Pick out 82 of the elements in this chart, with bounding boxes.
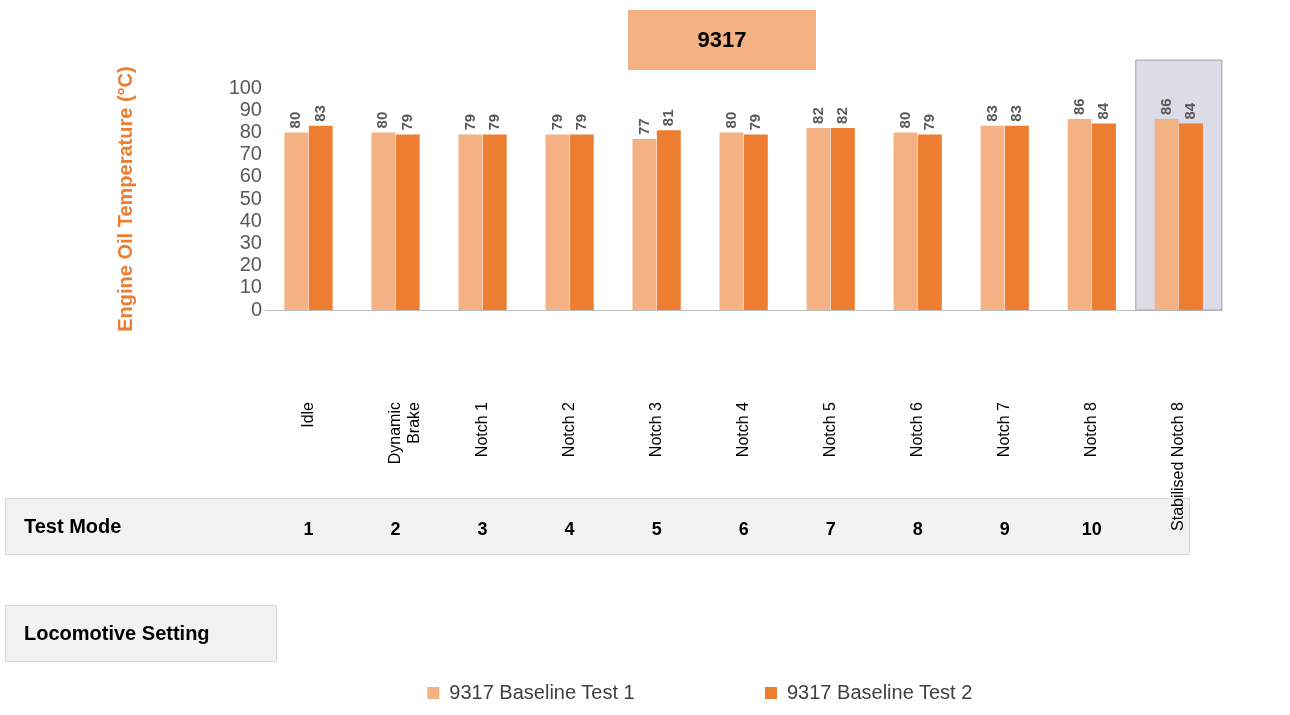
data-label: 86 [1069,98,1087,116]
data-label: 79 [571,113,589,131]
bar [980,125,1005,310]
data-label: 80 [721,111,739,129]
data-label: 81 [658,109,676,127]
data-label: 84 [1181,102,1199,120]
data-label: 79 [484,113,502,131]
text: 2 [390,518,401,539]
data-label: 86 [1156,98,1174,116]
x-tick-label: Notch 6 [908,401,926,458]
x-tick-label: Dynamic Brake [385,401,423,465]
data-label: 79 [547,113,565,131]
x-tick-label: Notch 3 [647,401,665,458]
y-tick-label: 100 [228,75,262,98]
x-tick-label: Notch 4 [734,401,752,458]
data-label: 82 [808,107,826,124]
y-tick-label: 0 [250,297,262,320]
text: 10 [1081,518,1102,539]
data-label: 79 [460,113,478,131]
text: 4 [564,518,575,539]
y-tick-label: 80 [239,119,262,142]
legend-label: 9317 Baseline Test 2 [787,680,973,703]
data-label: 83 [310,105,328,122]
text: 9 [999,518,1010,539]
bar [569,134,594,310]
data-label: 79 [397,113,415,131]
bar [482,134,507,310]
y-tick-label: 40 [239,208,262,231]
data-label: 80 [373,111,391,129]
bar [830,127,855,310]
data-label: 83 [982,105,1000,122]
bar [371,132,396,310]
data-label: 80 [895,111,913,129]
text: 3 [477,518,488,539]
bar [284,132,309,310]
bar [458,134,483,310]
text: 8 [912,518,923,539]
bar [632,139,657,310]
bar [1154,119,1179,310]
y-tick-label: 50 [239,186,262,209]
bar [1067,119,1092,310]
data-label: 84 [1094,102,1112,120]
x-tick-label: Idle [298,401,316,428]
data-label: 77 [634,118,652,136]
chart-title: 9317 [628,10,816,70]
bar [308,125,333,310]
bar [395,134,420,310]
data-label: 79 [745,113,763,131]
x-tick-label: Notch 7 [995,401,1013,458]
bar [806,127,831,310]
bar [893,132,918,310]
data-label: 82 [833,107,851,124]
y-tick-label: 30 [239,230,262,253]
y-tick-label: 20 [239,253,262,276]
y-axis-title: Engine Oil Temperature (°C) [113,66,136,332]
bar [1179,123,1203,310]
text: 5 [651,518,662,539]
bar [1004,125,1029,310]
x-tick-label: Stabilised Notch 8 [1169,401,1187,531]
text: 6 [738,518,749,539]
y-tick-label: 60 [239,164,262,187]
x-tick-label: Notch 2 [560,401,578,458]
data-label: 83 [1007,105,1025,122]
legend-label: 9317 Baseline Test 1 [449,680,635,703]
x-tick-label: Notch 5 [821,401,839,458]
x-tick-label: Notch 1 [472,401,490,458]
bar [656,130,681,310]
y-tick-label: 90 [239,97,262,120]
y-tick-label: 10 [239,275,262,298]
text: Locomotive Setting [5,605,277,662]
bar [1092,123,1116,310]
bar [917,134,942,310]
text: Test Mode [24,515,122,537]
bar [743,134,768,310]
data-label: 79 [920,113,938,131]
data-label: 80 [286,111,304,129]
y-tick-label: 70 [239,142,262,165]
text: 1 [303,518,314,539]
x-tick-label: Notch 8 [1082,401,1100,458]
bar [719,132,744,310]
text: 7 [825,518,836,539]
bar [545,134,570,310]
